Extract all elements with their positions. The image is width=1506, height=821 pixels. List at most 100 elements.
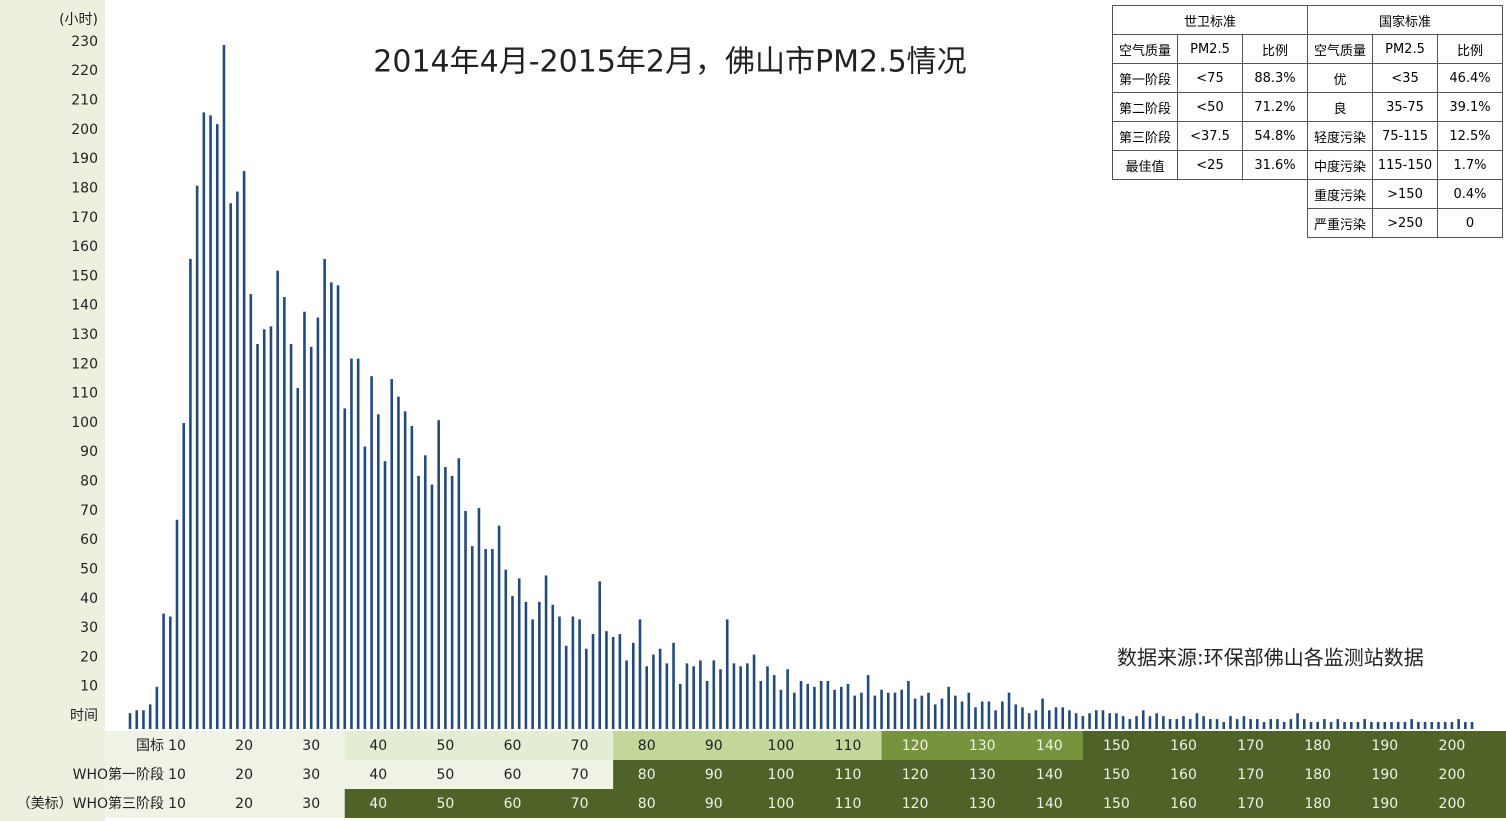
bar [1041, 698, 1044, 729]
bar [631, 642, 635, 729]
x-band [881, 789, 950, 818]
x-tick-label: 80 [638, 738, 656, 754]
bar [356, 358, 360, 729]
x-tick-label: 150 [1103, 796, 1130, 812]
x-band [210, 760, 279, 789]
bar [350, 358, 353, 729]
x-band [1015, 760, 1084, 789]
bar [1249, 719, 1252, 729]
bar [853, 695, 857, 729]
table-cell: 75-115 [1372, 121, 1438, 151]
x-band [1284, 760, 1352, 789]
bar [725, 619, 729, 729]
x-tick-label: 70 [571, 738, 589, 754]
bar [940, 698, 944, 729]
bar [913, 698, 917, 729]
y-tick-label: 150 [71, 268, 98, 284]
y-tick-label: 220 [71, 63, 98, 79]
table-cell: 39.1% [1437, 92, 1503, 122]
x-tick-label: 20 [235, 767, 253, 783]
bar [155, 686, 159, 729]
bar [430, 484, 434, 729]
x-band [613, 731, 681, 760]
y-tick-label: 60 [80, 532, 98, 548]
bar [437, 420, 440, 729]
bar [1309, 722, 1313, 729]
bar [1141, 710, 1145, 729]
bar [262, 329, 266, 729]
x-tick-label: 120 [902, 796, 929, 812]
x-tick-label: 60 [504, 767, 522, 783]
bar [960, 701, 964, 729]
bar [1027, 713, 1031, 729]
bar [1148, 716, 1152, 729]
x-tick-label: 150 [1103, 767, 1130, 783]
bar [1470, 722, 1474, 729]
bar [571, 616, 575, 729]
table-cell: 12.5% [1437, 121, 1503, 151]
table-cell: <37.5 [1177, 121, 1243, 151]
x-band [1418, 789, 1506, 818]
bar [833, 689, 836, 729]
bar [1229, 716, 1232, 729]
bar [732, 663, 736, 729]
bar [544, 575, 548, 729]
bar [1363, 719, 1366, 729]
x-tick-label: 100 [768, 796, 795, 812]
bar [987, 701, 991, 729]
bar [470, 546, 474, 729]
bar [269, 326, 273, 729]
x-tick-label: 120 [902, 738, 929, 754]
x-band [680, 731, 748, 760]
y-tick-label: 190 [71, 151, 98, 167]
y-tick-label: 10 [80, 679, 98, 695]
table-cell: 第三阶段 [1112, 121, 1178, 151]
table-cell: 115-150 [1372, 150, 1438, 180]
table-cell: >250 [1372, 208, 1438, 238]
bar [1121, 716, 1125, 729]
table-row: 空气质量 PM2.5 比例 [1112, 34, 1308, 64]
bar [1242, 716, 1246, 729]
bar [1450, 722, 1454, 729]
bar [786, 669, 789, 729]
x-band [1418, 760, 1506, 789]
bar [423, 455, 427, 729]
bar [558, 616, 561, 729]
bar [336, 285, 340, 729]
x-band [613, 760, 681, 789]
bar [1410, 719, 1413, 729]
x-band [546, 789, 614, 818]
bar [1336, 719, 1340, 729]
bar [417, 475, 420, 729]
table-cell: 46.4% [1437, 63, 1503, 93]
table-row: 第三阶段 <37.5 54.8% [1112, 121, 1308, 151]
bar [611, 637, 615, 729]
bar [276, 270, 279, 729]
bar [779, 689, 783, 729]
table-cell: >150 [1372, 179, 1438, 209]
bar [967, 692, 971, 729]
bar [1094, 710, 1098, 729]
x-tick-label: 110 [835, 738, 862, 754]
x-tick-label: 100 [768, 767, 795, 783]
bar [1209, 719, 1212, 729]
bar [712, 660, 716, 729]
bar [1256, 719, 1259, 729]
x-band [546, 760, 614, 789]
y-tick-label: 170 [71, 210, 98, 226]
bar [1115, 713, 1118, 729]
bar [236, 191, 239, 729]
bar [1074, 713, 1078, 729]
bar [819, 680, 823, 729]
x-band [105, 760, 212, 789]
bar [699, 660, 702, 729]
bar [1195, 713, 1199, 729]
bar [309, 346, 313, 729]
x-tick-label: 70 [571, 796, 589, 812]
x-band [948, 760, 1017, 789]
bar [1443, 722, 1447, 729]
x-band [277, 789, 346, 818]
x-band [411, 789, 480, 818]
x-tick-label: 50 [436, 796, 454, 812]
x-tick-label: 80 [638, 767, 656, 783]
